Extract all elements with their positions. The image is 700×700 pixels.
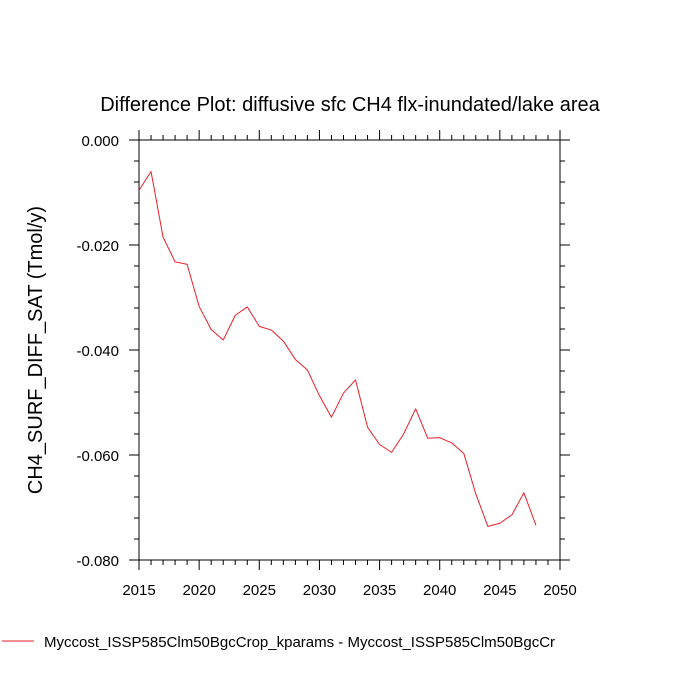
x-tick-label: 2015 xyxy=(122,582,155,599)
legend: Myccost_ISSP585Clm50BgcCrop_kparams - My… xyxy=(2,634,555,651)
x-tick-label: 2040 xyxy=(423,582,456,599)
series-line xyxy=(138,171,537,527)
x-tick-label: 2035 xyxy=(363,582,396,599)
axis-tick-labels: 2015 2020 2025 2030 2035 2040 2045 2050 0.000 -0.… xyxy=(76,133,576,599)
series-layer xyxy=(138,171,537,527)
y-axis-label: CH4_SURF_DIFF_SAT (Tmol/y) xyxy=(25,206,47,494)
legend-label: Myccost_ISSP585Clm50BgcCrop_kparams - My… xyxy=(44,634,555,651)
chart-title: Difference Plot: diffusive sfc CH4 flx-i… xyxy=(100,94,600,116)
axis-ticks xyxy=(129,130,570,570)
x-tick-label: 2050 xyxy=(543,582,576,599)
y-tick-label: -0.060 xyxy=(76,448,119,465)
x-tick-label: 2025 xyxy=(243,582,276,599)
x-tick-label: 2020 xyxy=(182,582,215,599)
y-tick-label: -0.040 xyxy=(76,343,119,360)
y-tick-label: 0.000 xyxy=(81,133,119,150)
y-tick-label: -0.080 xyxy=(76,553,119,570)
x-tick-label: 2030 xyxy=(303,582,336,599)
x-tick-label: 2045 xyxy=(483,582,516,599)
plot-area-frame xyxy=(138,139,561,561)
y-tick-label: -0.020 xyxy=(76,238,119,255)
